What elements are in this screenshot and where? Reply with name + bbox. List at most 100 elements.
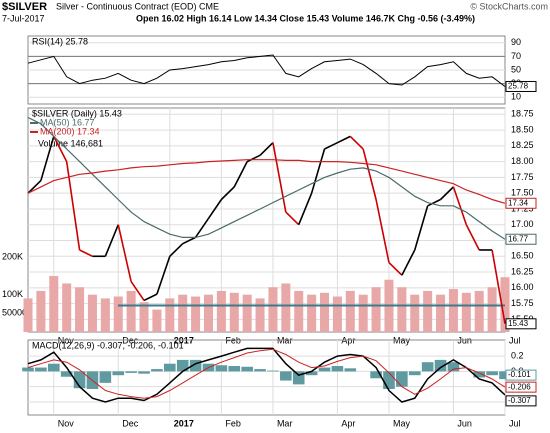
y-tick-label: 16.25	[511, 266, 534, 276]
price-segment	[491, 249, 506, 324]
series-line	[27, 116, 506, 240]
panel-legend: MACD(12,26,9) -0.307, -0.206, -0.101	[32, 340, 184, 350]
volume-bar	[474, 290, 484, 332]
x-tick-label: Mar	[277, 418, 293, 428]
y-tick-label: 50	[511, 64, 521, 74]
price-segment	[143, 293, 158, 302]
end-label: -0.101	[508, 370, 531, 379]
x-tick-label: Nov	[58, 418, 75, 428]
panel-legend: $SILVER (Daily) 15.43	[32, 108, 122, 118]
volume-bar	[152, 309, 162, 332]
histogram-bar	[370, 371, 382, 379]
y-tick-label: 18.75	[511, 109, 534, 119]
volume-tick-label: 200K	[2, 252, 23, 262]
volume-bar	[23, 298, 33, 332]
legend-entry: MA(50) 16.77	[40, 117, 95, 127]
date: 7-Jul-2017	[2, 13, 45, 23]
volume-bar	[448, 289, 458, 332]
volume-bar	[358, 294, 368, 332]
volume-bar	[487, 287, 497, 332]
price-segment	[53, 136, 68, 162]
end-label: -0.206	[508, 382, 531, 391]
x-tick-label: Dec	[122, 418, 139, 428]
credit: © StockCharts.com	[470, 1, 548, 11]
histogram-bar	[292, 371, 305, 385]
price-segment	[362, 148, 377, 200]
end-label-box	[505, 80, 537, 92]
price-segment	[182, 236, 196, 245]
volume-bar	[436, 294, 446, 332]
volume-bar	[165, 298, 175, 332]
price-segment	[207, 199, 223, 219]
histogram-bar	[408, 371, 421, 376]
histogram-bar	[125, 371, 137, 373]
volume-bar	[87, 294, 97, 332]
histogram-bar	[151, 369, 163, 372]
end-label: 25.78	[508, 82, 529, 91]
histogram-bar	[331, 366, 344, 372]
histogram-bar	[383, 371, 395, 389]
end-label-box	[505, 369, 537, 381]
price-segment	[297, 192, 313, 226]
series-line	[27, 348, 506, 399]
histogram-bar	[305, 371, 318, 376]
price-segment	[169, 243, 184, 257]
description: Silver - Continuous Contract (EOD) CME	[56, 1, 219, 11]
histogram-bar	[421, 362, 434, 372]
volume-bar	[410, 294, 420, 332]
volume-bar	[345, 290, 355, 332]
price-segment	[27, 179, 42, 194]
end-label: 15.43	[508, 319, 529, 328]
series-line	[27, 54, 506, 87]
volume-bar	[268, 287, 278, 332]
price-segment	[465, 224, 480, 251]
price-segment	[233, 161, 248, 188]
series-line	[27, 347, 506, 403]
end-label-box	[505, 233, 537, 245]
end-label-box	[505, 395, 537, 407]
end-label-box	[505, 381, 537, 393]
price-segment	[117, 224, 132, 282]
panel-legend: RSI(14) 25.78	[32, 36, 88, 46]
volume-bar	[191, 296, 201, 332]
quote: Open 16.02 High 16.14 Low 14.34 Close 15…	[136, 13, 475, 23]
histogram-bar	[47, 363, 60, 372]
volume-bar	[371, 287, 381, 332]
volume-bar	[203, 294, 213, 332]
histogram-bar	[280, 371, 292, 381]
y-tick-label: 70	[511, 51, 521, 61]
x-tick-label: 2017	[174, 418, 194, 428]
y-tick-label: 18.50	[511, 124, 534, 134]
y-tick-label: 17.75	[511, 172, 534, 182]
price-segment	[220, 186, 235, 201]
x-tick-label: Jul	[509, 335, 521, 345]
histogram-bar	[447, 362, 460, 372]
end-label: -0.307	[508, 396, 531, 405]
y-tick-label: 15.75	[511, 298, 534, 308]
histogram-bar	[241, 366, 253, 372]
volume-bar	[397, 287, 407, 332]
volume-bar	[307, 294, 317, 332]
histogram-bar	[35, 367, 47, 372]
price-segment	[246, 154, 261, 163]
histogram-bar	[254, 369, 266, 372]
series-line	[27, 159, 506, 204]
y-tick-label: 17.50	[511, 188, 534, 198]
histogram-bar	[99, 371, 112, 383]
volume-bar	[461, 292, 471, 332]
volume-bar	[216, 290, 226, 332]
price-segment	[401, 249, 416, 276]
histogram-bar	[60, 371, 73, 377]
histogram-bar	[138, 371, 150, 374]
histogram-bar	[267, 370, 279, 372]
volume-bar	[423, 290, 433, 332]
x-tick-label: Jul	[509, 418, 521, 428]
volume-bar	[62, 283, 72, 332]
volume-bar	[49, 276, 59, 332]
histogram-bar	[344, 368, 357, 372]
volume-bar	[294, 290, 304, 332]
histogram-bar	[176, 359, 189, 372]
histogram-bar	[396, 371, 408, 387]
x-tick-label: Feb	[225, 418, 241, 428]
